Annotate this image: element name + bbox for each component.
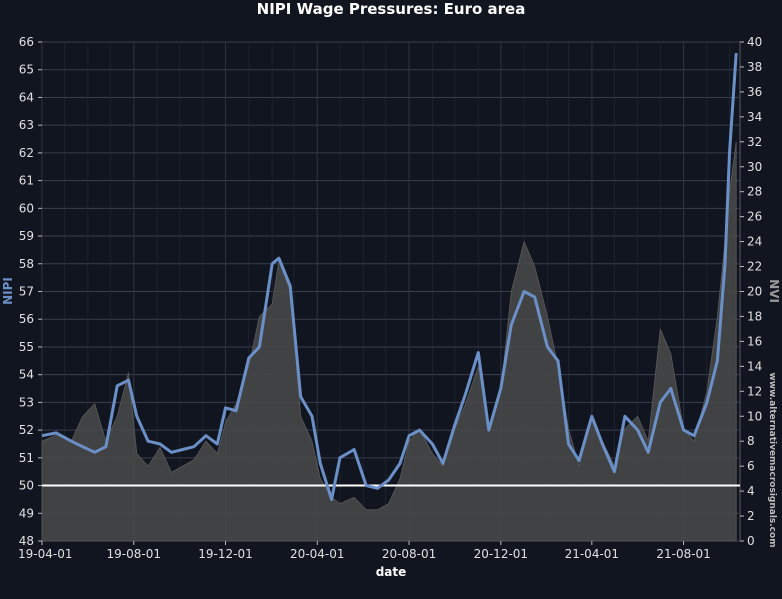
y-axis-left-title: NIPI [1,277,15,305]
y-tick-right-label: 22 [747,260,762,274]
y-tick-right-label: 8 [747,434,755,448]
y-tick-left-label: 58 [19,257,34,271]
nipi-line [41,52,738,501]
y-tick-left-label: 61 [19,174,34,188]
y-axis-left-ticks: 48 49 50 51 52 53 54 55 56 57 58 59 60 61 62 63 64 65 66 [19,35,42,548]
x-tick-label: 20-08-01 [382,547,436,561]
y-tick-left-label: 49 [19,506,34,520]
y-tick-left-label: 65 [19,63,34,77]
y-axis-right-title: NVI [767,279,781,303]
y-tick-left-label: 63 [19,118,34,132]
y-tick-left-label: 56 [19,312,34,326]
y-tick-left-label: 64 [19,90,34,104]
y-tick-left-label: 51 [19,451,34,465]
y-tick-right-label: 16 [747,334,762,348]
y-tick-right-label: 28 [747,185,762,199]
y-tick-left-label: 50 [19,479,34,493]
nvi-area [41,141,737,542]
chart-title: NIPI Wage Pressures: Euro area [257,0,526,18]
y-tick-left-label: 66 [19,35,34,49]
x-tick-label: 19-08-01 [107,547,161,561]
x-tick-label: 20-12-01 [474,547,528,561]
y-tick-left-label: 62 [19,146,34,160]
y-tick-right-label: 0 [747,534,755,548]
nvi-area-path [41,141,737,542]
y-tick-left-label: 55 [19,340,34,354]
y-tick-right-label: 34 [747,110,762,124]
y-tick-right-label: 40 [747,35,762,49]
x-axis-ticks: 19-04-01 19-08-01 19-12-01 20-04-01 20-08-01… [18,541,711,561]
x-tick-label: 19-04-01 [18,547,72,561]
y-tick-right-label: 6 [747,459,755,473]
watermark: www.alternativemacrosignals.com [767,372,777,547]
y-tick-right-label: 36 [747,85,762,99]
y-tick-right-label: 38 [747,60,762,74]
y-tick-right-label: 26 [747,210,762,224]
y-tick-left-label: 57 [19,285,34,299]
y-tick-left-label: 52 [19,423,34,437]
x-tick-label: 21-08-01 [656,547,710,561]
y-tick-left-label: 48 [19,534,34,548]
x-tick-label: 19-12-01 [198,547,252,561]
x-axis-title: date [376,565,407,579]
y-tick-right-label: 4 [747,484,755,498]
x-tick-label: 21-04-01 [565,547,619,561]
y-tick-left-label: 60 [19,201,34,215]
y-tick-right-label: 14 [747,359,762,373]
y-tick-right-label: 2 [747,509,755,523]
y-tick-left-label: 53 [19,395,34,409]
x-tick-label: 20-04-01 [290,547,344,561]
y-tick-right-label: 12 [747,384,762,398]
y-tick-right-label: 30 [747,160,762,174]
nipi-line-path [41,52,738,501]
y-tick-right-label: 18 [747,309,762,323]
y-tick-right-label: 24 [747,235,762,249]
y-tick-left-label: 59 [19,229,34,243]
y-tick-right-label: 32 [747,135,762,149]
y-tick-right-label: 20 [747,285,762,299]
y-tick-left-label: 54 [19,368,34,382]
y-tick-right-label: 10 [747,409,762,423]
